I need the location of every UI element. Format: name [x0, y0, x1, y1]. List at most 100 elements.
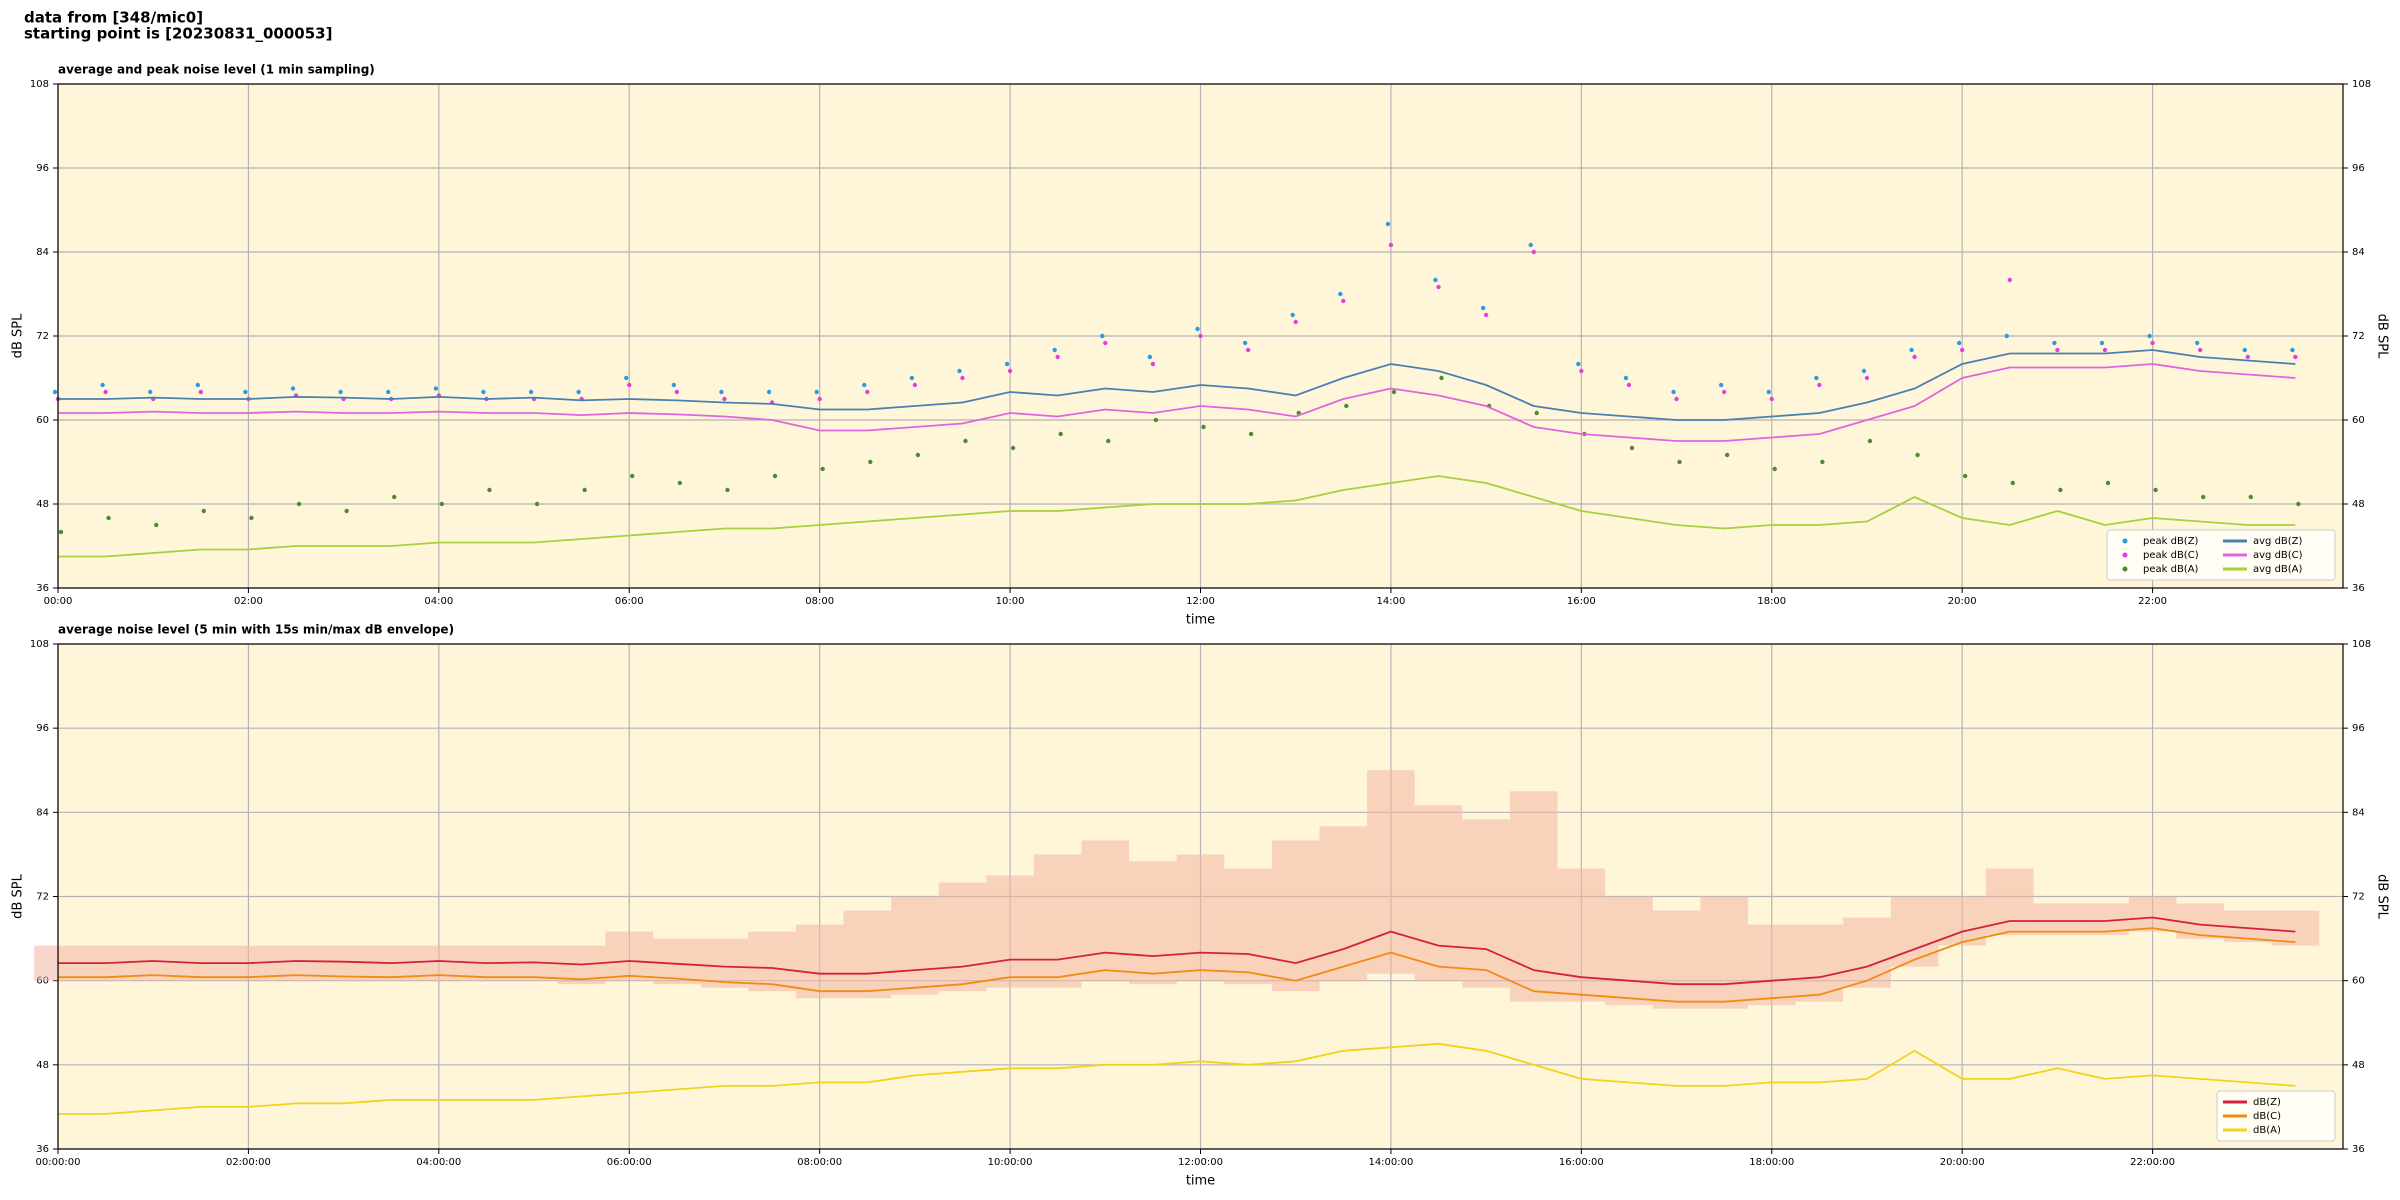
y-tick-label: 72 — [36, 331, 49, 342]
y-tick-label: 48 — [2352, 1060, 2365, 1071]
peak-point — [1483, 312, 1489, 318]
peak-point — [722, 396, 727, 402]
peak-point — [296, 501, 302, 507]
peak-point — [1861, 368, 1867, 374]
peak-point — [1248, 431, 1254, 437]
y-tick-label: 96 — [2352, 723, 2365, 734]
peak-point — [1817, 382, 1822, 388]
y-tick-label: 36 — [2352, 583, 2365, 594]
x-tick-label: 20:00:00 — [1940, 1157, 1985, 1168]
legend-label: peak dB(C) — [2143, 550, 2199, 561]
peak-point — [338, 389, 343, 395]
peak-point — [148, 389, 153, 395]
envelope — [986, 875, 1034, 988]
peak-point — [2147, 333, 2152, 339]
x-tick-label: 00:00:00 — [36, 1157, 81, 1168]
peak-point — [772, 473, 778, 479]
peak-point — [1677, 459, 1682, 465]
peak-point — [1959, 347, 1965, 353]
peak-point — [534, 501, 540, 507]
peak-point — [103, 389, 108, 395]
peak-point — [1915, 452, 1920, 458]
x-tick-label: 04:00 — [424, 596, 453, 607]
y-axis-label: dB SPL — [2375, 874, 2390, 919]
envelope — [1033, 854, 1082, 988]
envelope — [795, 924, 844, 999]
header-line: data from [348/mic0] — [24, 9, 203, 27]
y-tick-label: 60 — [2352, 415, 2365, 426]
plot-title: average and peak noise level (1 min samp… — [58, 63, 375, 77]
peak-point — [392, 494, 397, 500]
envelope — [891, 896, 939, 995]
peak-point — [1344, 403, 1349, 409]
peak-point — [1534, 410, 1539, 416]
peak-point — [1671, 389, 1676, 395]
x-axis-label: time — [1186, 1174, 1215, 1189]
envelope — [1271, 840, 1320, 992]
peak-point — [52, 389, 58, 395]
y-tick-label: 108 — [2352, 639, 2371, 650]
peak-point — [1433, 277, 1438, 283]
envelope — [2033, 903, 2082, 936]
peak-point — [2290, 347, 2295, 353]
peak-point — [1106, 438, 1111, 444]
series-line — [58, 927, 2296, 1003]
plot-frame — [57, 643, 2344, 1150]
peak-point — [1388, 242, 1394, 248]
envelope — [2271, 910, 2320, 946]
peak-point — [2197, 347, 2203, 353]
envelope — [938, 882, 987, 992]
envelope — [1795, 924, 1844, 1002]
peak-point — [627, 382, 632, 388]
envelope — [605, 931, 654, 981]
y-tick-label: 60 — [36, 415, 49, 426]
peak-point — [1814, 375, 1819, 381]
peak-point — [2004, 333, 2009, 339]
peak-point — [1245, 347, 1251, 353]
peak-point — [1341, 298, 1346, 304]
peak-point — [2010, 480, 2015, 486]
peak-point — [154, 522, 159, 528]
y-tick-label: 72 — [2352, 892, 2365, 903]
legend-marker — [2122, 538, 2128, 544]
series-line — [58, 916, 2296, 986]
peak-point — [439, 501, 445, 507]
peak-point — [249, 515, 254, 521]
peak-point — [960, 375, 965, 381]
y-tick-label: 96 — [36, 723, 49, 734]
peak-point — [198, 389, 204, 395]
x-tick-label: 10:00:00 — [988, 1157, 1033, 1168]
peak-point — [1385, 221, 1391, 227]
series-line — [58, 349, 2296, 421]
peak-point — [2099, 340, 2105, 346]
x-tick-label: 12:00 — [1186, 596, 1215, 607]
peak-point — [2055, 347, 2060, 353]
peak-point — [1201, 424, 1206, 430]
peak-point — [820, 466, 825, 472]
peak-point — [1579, 368, 1584, 374]
envelope — [1652, 910, 1701, 1009]
peak-point — [868, 459, 873, 465]
y-tick-label: 60 — [36, 976, 49, 987]
peak-point — [1766, 389, 1771, 395]
peak-point — [1293, 319, 1298, 325]
peak-point — [195, 382, 201, 388]
peak-point — [582, 487, 587, 493]
legend-label: avg dB(A) — [2253, 564, 2303, 575]
envelope — [1414, 805, 1463, 981]
peak-point — [1718, 382, 1724, 388]
peak-point — [1198, 333, 1203, 339]
peak-point — [624, 375, 629, 381]
peak-point — [1290, 312, 1295, 318]
y-tick-label: 108 — [30, 639, 49, 650]
x-tick-label: 00:00 — [44, 596, 73, 607]
x-tick-label: 22:00:00 — [2130, 1157, 2175, 1168]
peak-point — [1242, 340, 1248, 346]
plot-frame — [57, 83, 2344, 589]
y-tick-label: 72 — [2352, 331, 2365, 342]
peak-point — [1052, 347, 1057, 353]
peak-point — [957, 368, 962, 374]
envelope — [1462, 819, 1510, 988]
y-tick-label: 84 — [36, 247, 49, 258]
peak-point — [1724, 452, 1730, 458]
